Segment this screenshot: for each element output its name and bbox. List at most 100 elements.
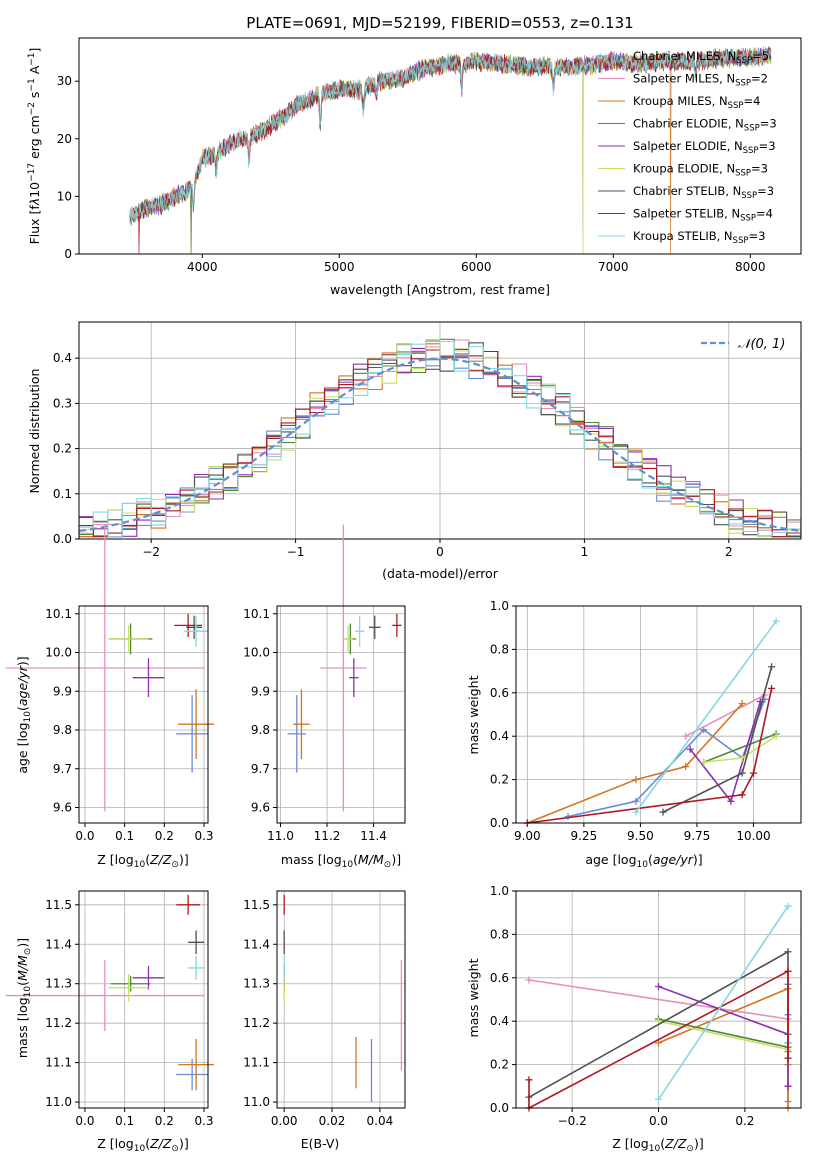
histogram-xtick-label: 1 bbox=[581, 545, 589, 559]
mw-age-ytick-label: 0.8 bbox=[490, 642, 509, 656]
mw-age-marker bbox=[772, 617, 780, 625]
mw-z-marker bbox=[784, 967, 792, 975]
mass-z-ytick-label: 11.5 bbox=[45, 898, 72, 912]
legend-label: Kroupa STELIB, NSSP=3 bbox=[633, 229, 765, 246]
age-mass-xtick-label: 11.0 bbox=[267, 829, 294, 843]
age-mass-errorbar-point bbox=[392, 613, 402, 637]
mw-z-marker bbox=[655, 982, 662, 990]
histogram-ytick-label: 0.4 bbox=[53, 351, 72, 365]
mass-z-xlabel: Z [log10(Z/Z⊙)] bbox=[97, 1136, 188, 1154]
mw-age-xtick-label: 9.50 bbox=[627, 829, 654, 843]
histogram-xtick-label: 0 bbox=[436, 545, 444, 559]
mass-ebv-xtick-label: 0.02 bbox=[319, 1114, 346, 1128]
spectrum-legend: Chabrier MILES, NSSP=5 Salpeter MILES, NS… bbox=[598, 49, 777, 246]
mass-z-ytick-label: 11.0 bbox=[45, 1095, 72, 1109]
mw-age-marker bbox=[738, 769, 746, 777]
mw-z-marker bbox=[655, 1017, 662, 1025]
age-z-errorbar-point bbox=[132, 658, 165, 698]
histogram-plot-area: −2 −1 0 1 2 0.0 0.1 0.2 0.3 0.4 bbox=[53, 321, 802, 559]
mass-ebv-ytick-label: 11.5 bbox=[243, 898, 270, 912]
age-z-errorbar-point bbox=[176, 695, 208, 773]
age-mass-ytick-label: 9.8 bbox=[251, 723, 270, 737]
mw-age-series bbox=[659, 663, 776, 816]
mw-age-marker bbox=[682, 732, 690, 740]
age-z-xtick-label: 0.0 bbox=[75, 829, 94, 843]
mass-weight-vs-age-panel: 9.00 9.25 9.50 9.75 10.00 0.0 0.2 0.4 0.6 0.8 1.0 bbox=[490, 599, 802, 843]
mass-z-errorbar-point bbox=[176, 1058, 208, 1091]
age-mass-xtick-label: 11.4 bbox=[360, 829, 387, 843]
age-z-errorbar-point bbox=[184, 615, 208, 647]
mw-age-xtick-label: 9.75 bbox=[684, 829, 711, 843]
mw-z-marker bbox=[784, 948, 792, 956]
mass-z-ylabel: mass [log10(M/M⊙)] bbox=[15, 938, 33, 1058]
histogram-xtick-label: 2 bbox=[725, 545, 733, 559]
mw-age-line bbox=[703, 733, 777, 763]
histogram-ytick-label: 0.0 bbox=[53, 532, 72, 546]
histogram-xtick-label: −2 bbox=[142, 545, 160, 559]
mw-age-marker bbox=[738, 791, 746, 799]
age-z-ytick-label: 9.7 bbox=[53, 762, 72, 776]
mw-age-marker bbox=[564, 812, 572, 820]
age-z-ylabel: age [log10(age/yr)] bbox=[15, 656, 33, 773]
mw-z-line bbox=[528, 979, 789, 1020]
mw-z-line bbox=[658, 1018, 789, 1048]
age-mass-errorbar-point bbox=[293, 689, 310, 760]
mw-age-marker bbox=[632, 776, 640, 784]
spectrum-xtick-label: 5000 bbox=[324, 260, 355, 274]
mw-age-frame bbox=[515, 605, 802, 824]
gaussian-curve bbox=[78, 357, 802, 533]
mw-age-marker bbox=[632, 808, 640, 816]
age-mass-grid bbox=[277, 606, 405, 823]
histogram-xlabel: (data-model)/error bbox=[382, 566, 499, 581]
mw-z-marker bbox=[525, 976, 533, 984]
histogram-ytick-label: 0.2 bbox=[53, 442, 72, 456]
spectrum-xtick-label: 4000 bbox=[187, 260, 218, 274]
age-mass-frame bbox=[276, 605, 406, 824]
age-z-ytick-label: 9.9 bbox=[53, 684, 72, 698]
age-z-xtick-label: 0.3 bbox=[194, 829, 213, 843]
mw-age-series bbox=[682, 691, 769, 740]
age-vs-mass-panel: 11.0 11.2 11.4 9.6 9.7 9.8 9.9 10.0 10.1 bbox=[243, 524, 406, 843]
mw-age-xlabel: age [log10(age/yr)] bbox=[585, 852, 702, 870]
histogram-xtick-label: −1 bbox=[287, 545, 305, 559]
mw-z-marker bbox=[525, 1076, 533, 1084]
mass-ebv-xtick-label: 0.00 bbox=[271, 1114, 298, 1128]
mass-z-xtick-label: 0.1 bbox=[115, 1114, 134, 1128]
mw-age-marker bbox=[700, 758, 708, 766]
mass-vs-metallicity-panel: 0.0 0.1 0.2 0.3 11.0 11.1 11.2 11.3 11.4 11.5 bbox=[5, 890, 214, 1128]
mass-vs-extinction-panel: 0.00 0.02 0.04 11.0 11.1 11.2 11.3 11.4 11.5 bbox=[243, 890, 406, 1128]
legend-label: Chabrier STELIB, NSSP=3 bbox=[633, 184, 774, 201]
mw-z-ytick-label: 0.2 bbox=[490, 1058, 509, 1072]
age-mass-errorbar-point bbox=[287, 695, 307, 773]
mass-ebv-ytick-label: 11.3 bbox=[243, 977, 270, 991]
spectrum-ytick-label: 30 bbox=[57, 74, 72, 88]
mw-age-ytick-label: 0.6 bbox=[490, 686, 509, 700]
age-z-xlabel: Z [log10(Z/Z⊙)] bbox=[97, 852, 188, 870]
spectrum-xtick-label: 6000 bbox=[461, 260, 492, 274]
mass-z-errorbar-point bbox=[5, 960, 205, 1032]
mass-weight-vs-metallicity-panel: −0.2 0.0 0.2 0.0 0.2 0.4 0.6 0.8 1.0 bbox=[490, 884, 802, 1128]
mw-z-marker bbox=[784, 1054, 792, 1062]
legend-label: Salpeter MILES, NSSP=2 bbox=[633, 72, 768, 89]
age-z-grid bbox=[79, 606, 208, 823]
mw-z-ytick-label: 0.0 bbox=[490, 1101, 509, 1115]
spectrum-lines bbox=[129, 45, 772, 254]
mw-age-series bbox=[700, 732, 780, 766]
legend-label: Salpeter ELODIE, NSSP=3 bbox=[633, 139, 776, 156]
mw-age-series bbox=[632, 617, 780, 816]
spectrum-line bbox=[129, 48, 772, 224]
legend-label: Kroupa ELODIE, NSSP=3 bbox=[633, 162, 768, 179]
mw-z-marker bbox=[784, 902, 792, 910]
mass-z-errorbar-point bbox=[188, 956, 205, 980]
mw-age-marker bbox=[772, 732, 780, 740]
mass-ebv-frame bbox=[276, 890, 406, 1109]
spectrum-frame bbox=[78, 37, 802, 255]
age-mass-ytick-label: 10.0 bbox=[243, 646, 270, 660]
mass-ebv-ytick-label: 11.4 bbox=[243, 937, 270, 951]
mass-ebv-ytick-label: 11.2 bbox=[243, 1016, 270, 1030]
mw-age-marker bbox=[768, 684, 776, 692]
age-z-xtick-label: 0.1 bbox=[115, 829, 134, 843]
spectrum-panel: 4000 5000 6000 7000 8000 0 10 20 30 wavelength [… bbox=[27, 37, 802, 297]
age-z-errorbar-point bbox=[5, 524, 205, 812]
